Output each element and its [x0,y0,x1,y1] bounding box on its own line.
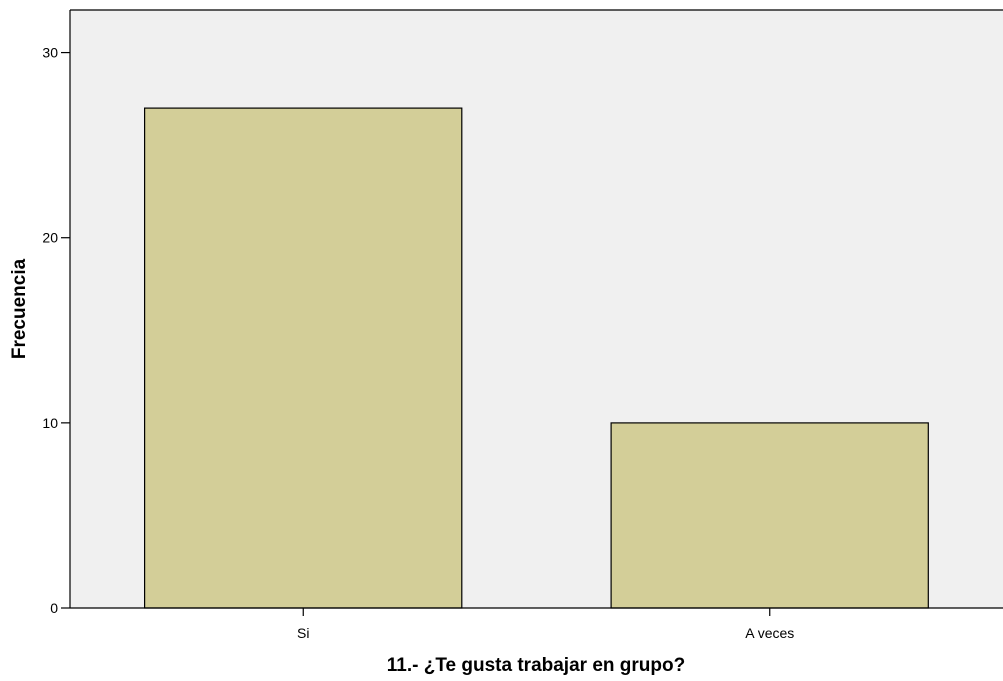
y-tick-label: 20 [42,230,58,246]
x-tick-label: A veces [745,625,794,641]
y-axis-title: Frecuencia [9,258,30,359]
x-axis-title: 11.- ¿Te gusta trabajar en grupo? [387,655,685,676]
y-tick-label: 0 [50,600,58,616]
x-axis-ticks: Si A veces [297,608,794,641]
y-tick-label: 30 [42,45,58,61]
bar [610,422,929,609]
bars-group [144,107,929,609]
x-tick-label: Si [297,625,309,641]
y-tick-label: 10 [42,415,58,431]
bar [144,107,463,609]
y-axis-ticks: 0 10 20 30 [42,45,70,616]
